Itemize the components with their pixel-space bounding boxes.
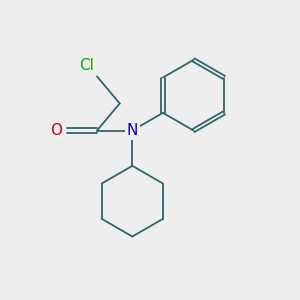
Text: N: N: [127, 123, 138, 138]
Text: O: O: [51, 123, 63, 138]
Text: Cl: Cl: [79, 58, 94, 73]
